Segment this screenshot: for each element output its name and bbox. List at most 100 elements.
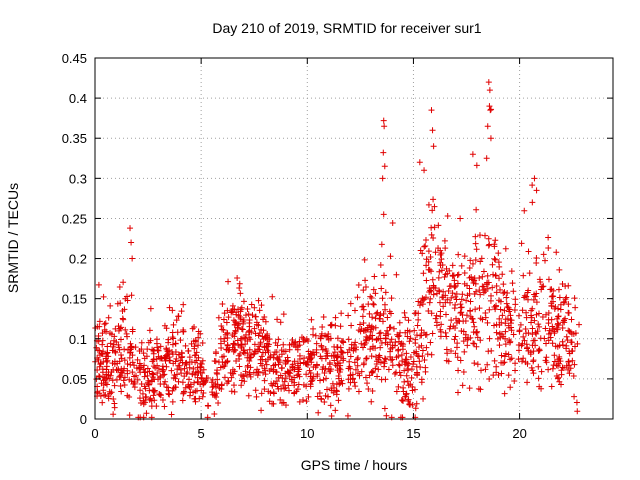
- data-point: [173, 355, 180, 362]
- data-point: [539, 313, 546, 320]
- data-point: [395, 361, 402, 368]
- data-point: [236, 350, 243, 357]
- y-tick-label: 0.45: [62, 51, 87, 66]
- data-point: [122, 326, 129, 333]
- data-point: [491, 255, 498, 262]
- data-point: [309, 377, 316, 384]
- data-point: [435, 274, 442, 281]
- data-point: [418, 327, 425, 334]
- data-point: [103, 358, 110, 365]
- data-point: [443, 357, 450, 364]
- data-point: [529, 325, 536, 332]
- data-point: [404, 333, 411, 340]
- data-point: [381, 272, 388, 279]
- data-point: [236, 355, 243, 362]
- data-point: [422, 368, 429, 375]
- data-point: [248, 301, 255, 308]
- data-point: [131, 384, 138, 391]
- data-point: [425, 248, 432, 255]
- data-point: [538, 286, 545, 293]
- data-point: [429, 127, 436, 134]
- data-point: [294, 386, 301, 393]
- data-point: [437, 259, 444, 266]
- data-point: [354, 294, 361, 301]
- data-point: [182, 342, 189, 349]
- data-point: [389, 362, 396, 369]
- data-point: [146, 327, 153, 334]
- data-point: [136, 395, 143, 402]
- data-point: [505, 372, 512, 379]
- data-point: [537, 278, 544, 285]
- data-point: [512, 301, 519, 308]
- data-point: [486, 87, 493, 94]
- data-point: [366, 335, 373, 342]
- data-point: [570, 373, 577, 380]
- data-point: [324, 386, 331, 393]
- data-point: [491, 357, 498, 364]
- data-point: [131, 362, 138, 369]
- data-point: [430, 282, 437, 289]
- data-point: [189, 325, 196, 332]
- data-point: [300, 381, 307, 388]
- data-point: [349, 371, 356, 378]
- data-point: [433, 322, 440, 329]
- data-point: [554, 375, 561, 382]
- data-point: [192, 371, 199, 378]
- data-point: [561, 298, 568, 305]
- x-axis-label: GPS time / hours: [301, 457, 408, 473]
- data-point: [319, 323, 326, 330]
- data-point: [140, 350, 147, 357]
- data-point: [117, 382, 124, 389]
- data-point: [115, 341, 122, 348]
- data-point: [436, 299, 443, 306]
- data-point: [538, 368, 545, 375]
- data-point: [458, 327, 465, 334]
- data-point: [155, 347, 162, 354]
- data-point: [295, 381, 302, 388]
- data-point: [378, 339, 385, 346]
- data-point: [478, 255, 485, 262]
- data-point: [337, 323, 344, 330]
- data-point: [416, 358, 423, 365]
- data-point: [498, 359, 505, 366]
- data-point: [501, 359, 508, 366]
- data-point: [523, 314, 530, 321]
- data-point: [467, 298, 474, 305]
- data-point: [523, 309, 530, 316]
- data-point: [355, 388, 362, 395]
- data-point: [97, 360, 104, 367]
- data-point: [388, 357, 395, 364]
- data-point: [498, 352, 505, 359]
- data-point: [346, 358, 353, 365]
- data-point: [360, 344, 367, 351]
- data-point: [197, 330, 204, 337]
- data-point: [256, 307, 263, 314]
- data-point: [467, 257, 474, 264]
- data-point: [368, 326, 375, 333]
- data-point: [320, 376, 327, 383]
- data-point: [393, 388, 400, 395]
- data-point: [177, 337, 184, 344]
- data-point: [551, 352, 558, 359]
- data-point: [276, 353, 283, 360]
- data-point: [155, 365, 162, 372]
- data-point: [548, 383, 555, 390]
- data-point: [168, 367, 175, 374]
- data-point: [487, 107, 494, 114]
- data-point: [496, 263, 503, 270]
- data-point: [362, 355, 369, 362]
- data-point: [354, 355, 361, 362]
- data-point: [251, 348, 258, 355]
- data-point: [483, 281, 490, 288]
- data-point: [219, 301, 226, 308]
- data-point: [531, 291, 538, 298]
- data-point: [557, 301, 564, 308]
- data-point: [404, 378, 411, 385]
- data-point: [186, 376, 193, 383]
- data-point: [476, 305, 483, 312]
- data-point: [395, 347, 402, 354]
- data-point: [218, 323, 225, 330]
- data-point: [352, 383, 359, 390]
- data-point: [199, 340, 206, 347]
- data-point: [486, 306, 493, 313]
